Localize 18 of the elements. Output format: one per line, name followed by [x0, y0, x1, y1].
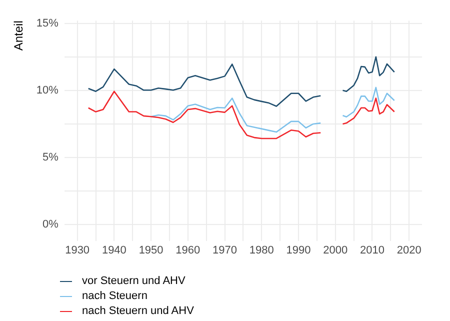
- x-tick-label: 1940: [102, 244, 126, 256]
- legend-label: vor Steuern und AHV: [82, 274, 186, 289]
- x-tick-label: 1960: [176, 244, 200, 256]
- x-tick-label: 2000: [323, 244, 348, 256]
- legend-label: nach Steuern: [82, 289, 148, 304]
- x-tick-label: 1990: [286, 244, 311, 256]
- x-tick-label: 1950: [138, 244, 164, 256]
- y-tick-label: 10%: [36, 84, 59, 96]
- y-tick-label: 0%: [42, 218, 59, 231]
- x-tick-label: 1970: [212, 244, 238, 256]
- legend-label: nach Steuern und AHV: [82, 304, 194, 319]
- x-tick-label: 1980: [249, 244, 274, 256]
- y-axis-title: Anteil: [12, 20, 26, 51]
- y-tick-label: 5%: [42, 152, 59, 164]
- x-tick-label: 2020: [396, 244, 422, 256]
- x-tick-label: 1930: [65, 244, 90, 256]
- y-tick-label: 15%: [36, 17, 59, 30]
- x-tick-label: 2010: [360, 244, 384, 256]
